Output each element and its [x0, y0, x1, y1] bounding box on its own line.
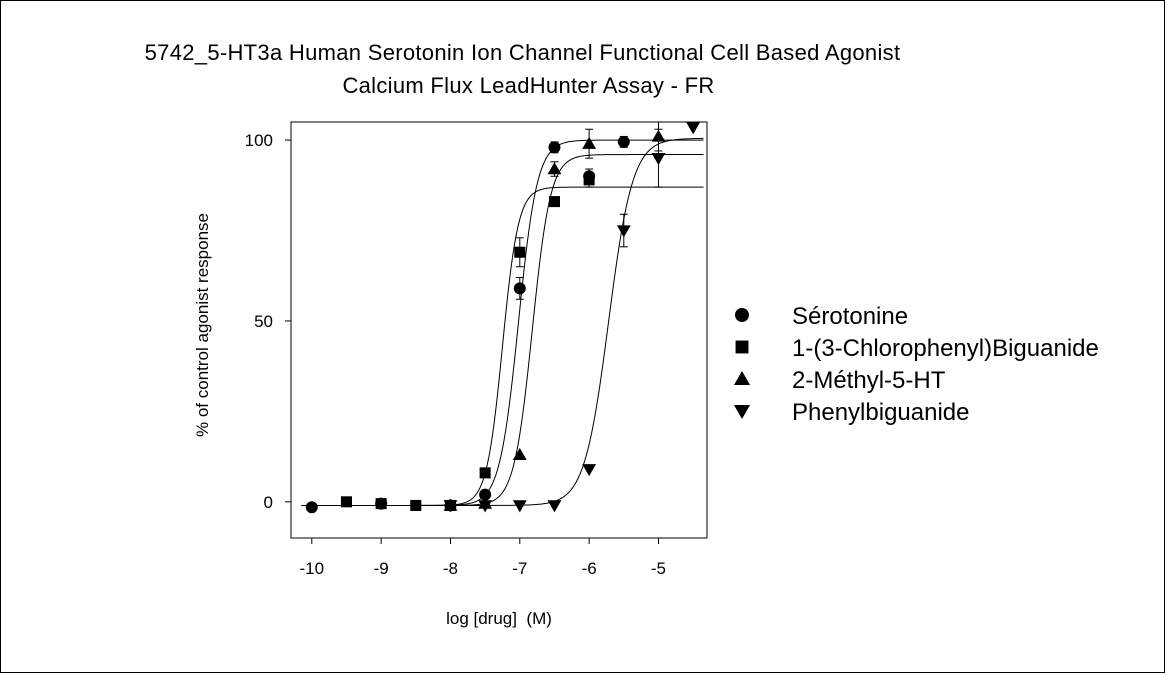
x-tick-label: -6 [582, 559, 597, 578]
data-point [375, 498, 387, 510]
data-point [617, 135, 630, 148]
data-point [582, 464, 597, 477]
fit-curve [301, 139, 704, 506]
legend-label: 1-(3-Chlorophenyl)Biguanide [792, 335, 1099, 362]
axes-box [290, 121, 708, 539]
data-point [547, 500, 562, 513]
x-tick-label: -8 [443, 559, 458, 578]
legend-label: 2-Méthyl-5-HT [792, 367, 946, 394]
legend: Sérotonine 1-(3-Chlorophenyl)Biguanide 2-M… [733, 303, 1099, 426]
data-point [479, 488, 492, 501]
data-point [547, 162, 562, 175]
legend-marker [735, 340, 749, 354]
data-point [583, 174, 595, 186]
data-point [651, 129, 666, 142]
x-tick-label: -9 [374, 559, 389, 578]
fit-curves [301, 137, 704, 506]
fit-curve [301, 154, 704, 506]
chart-subtitle: Calcium Flux LeadHunter Assay - FR [342, 73, 715, 98]
legend-marker [733, 370, 751, 386]
legend-marker [733, 404, 751, 420]
fit-curve [301, 186, 704, 506]
data-point [582, 136, 597, 149]
x-axis-label: log [drug] (M) [446, 609, 552, 628]
data-point [513, 282, 526, 295]
data-point [443, 500, 458, 513]
data-point [512, 500, 527, 513]
x-tick-label: -7 [512, 559, 527, 578]
data-point [686, 122, 701, 135]
legend-label: Sérotonine [792, 303, 908, 330]
data-point [616, 225, 631, 238]
y-axis-ticks: 0 50 100 [245, 131, 291, 512]
chart-title-block: 5742_5-HT3a Human Serotonin Ion Channel … [0, 36, 1045, 102]
data-point [410, 499, 422, 511]
plot-area: -10 -9 -8 -7 -6 -5 0 50 100 [245, 121, 708, 578]
data-point [479, 467, 491, 479]
data-point [340, 496, 352, 508]
legend-label: Phenylbiguanide [792, 399, 969, 426]
data-point [478, 500, 493, 513]
y-tick-label: 100 [245, 131, 273, 150]
x-tick-label: -5 [651, 559, 666, 578]
data-point [548, 141, 561, 154]
data-point [305, 501, 318, 514]
y-tick-label: 0 [264, 493, 273, 512]
data-point [651, 152, 666, 166]
x-tick-label: -10 [300, 559, 325, 578]
data-point [514, 246, 526, 258]
x-axis-ticks: -10 -9 -8 -7 -6 -5 [300, 538, 666, 578]
data-point [512, 447, 527, 460]
fit-curve [301, 137, 704, 506]
y-tick-label: 50 [254, 312, 273, 331]
data-markers [305, 122, 701, 514]
data-point [548, 196, 560, 208]
chart-title: 5742_5-HT3a Human Serotonin Ion Channel … [144, 40, 901, 65]
legend-marker [735, 308, 749, 322]
y-axis-label: % of control agonist response [193, 213, 212, 437]
